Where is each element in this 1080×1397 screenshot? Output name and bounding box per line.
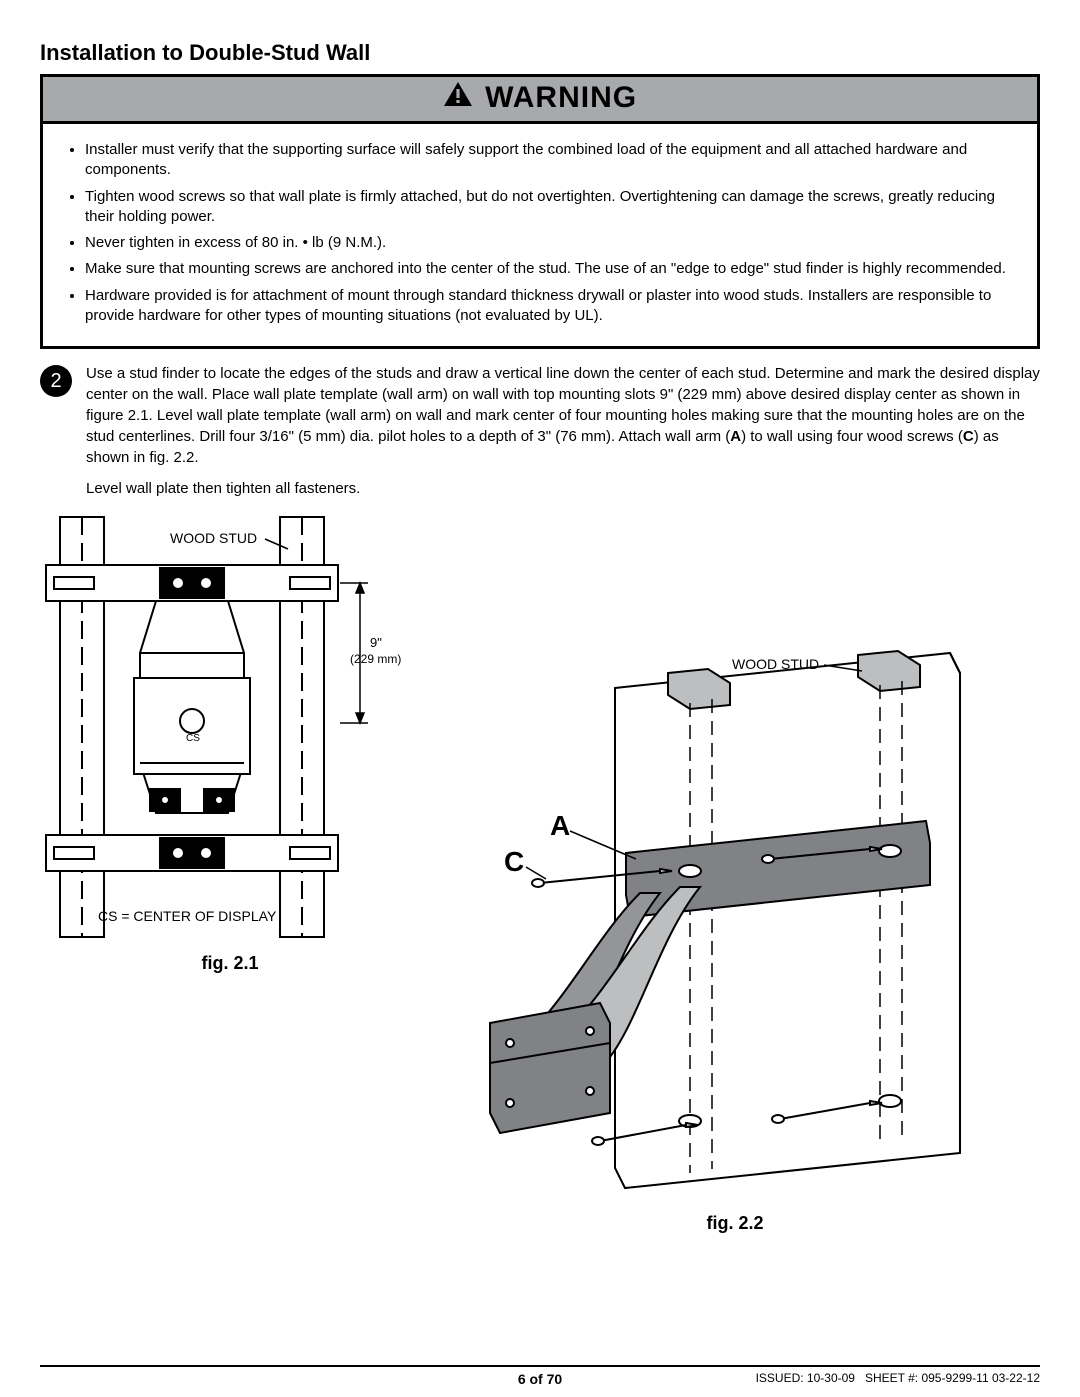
footer-sheet: SHEET #: 095-9299-11 03-22-12 bbox=[865, 1371, 1040, 1385]
step-para1-bold-a: A bbox=[730, 428, 741, 445]
fig1-dim: 9" bbox=[370, 635, 382, 650]
step-number-badge: 2 bbox=[40, 365, 72, 397]
warning-body: Installer must verify that the supportin… bbox=[43, 124, 1037, 346]
warning-bullet: Hardware provided is for attachment of m… bbox=[85, 286, 1013, 327]
fig2-wood-stud-label: WOOD STUD bbox=[732, 656, 819, 672]
warning-header: WARNING bbox=[43, 77, 1037, 124]
warning-bullet: Installer must verify that the supportin… bbox=[85, 140, 1013, 181]
warning-header-text: WARNING bbox=[485, 81, 637, 114]
warning-bullet: Never tighten in excess of 80 in. • lb (… bbox=[85, 233, 1013, 253]
warning-triangle-icon bbox=[443, 81, 473, 111]
fig1-wood-stud-label: WOOD STUD bbox=[170, 530, 257, 546]
fig2-caption: fig. 2.2 bbox=[450, 1213, 1020, 1234]
warning-bullet: Tighten wood screws so that wall plate i… bbox=[85, 187, 1013, 228]
section-title: Installation to Double-Stud Wall bbox=[40, 40, 1040, 66]
step-row: 2 Use a stud finder to locate the edges … bbox=[40, 363, 1040, 509]
step-para1-b: ) to wall using four wood screws ( bbox=[741, 428, 963, 445]
fig1-caption: fig. 2.1 bbox=[40, 953, 420, 974]
page-footer: 6 of 70 ISSUED: 10-30-09 SHEET #: 095-92… bbox=[40, 1365, 1040, 1385]
footer-page: 6 of 70 bbox=[518, 1371, 562, 1387]
step-para1-bold-c: C bbox=[963, 428, 974, 445]
fig1-dim-mm: (229 mm) bbox=[350, 652, 401, 666]
figure-2-1-svg: WOOD STUD bbox=[40, 513, 420, 943]
figure-2-2: WOOD STUD bbox=[450, 643, 1020, 1234]
footer-issued: ISSUED: 10-30-09 bbox=[756, 1371, 855, 1385]
fig2-label-a: A bbox=[550, 810, 570, 841]
figure-2-2-svg: WOOD STUD bbox=[450, 643, 1020, 1203]
step-text: Use a stud finder to locate the edges of… bbox=[86, 363, 1040, 509]
warning-bullet: Make sure that mounting screws are ancho… bbox=[85, 259, 1013, 279]
fig1-cs-small: CS bbox=[186, 733, 200, 744]
step-para2: Level wall plate then tighten all fasten… bbox=[86, 478, 1040, 499]
fig2-label-c: C bbox=[504, 846, 524, 877]
warning-box: WARNING Installer must verify that the s… bbox=[40, 74, 1040, 349]
figure-2-1: WOOD STUD bbox=[40, 513, 420, 1234]
fig1-cs-note: CS = CENTER OF DISPLAY bbox=[98, 908, 277, 924]
